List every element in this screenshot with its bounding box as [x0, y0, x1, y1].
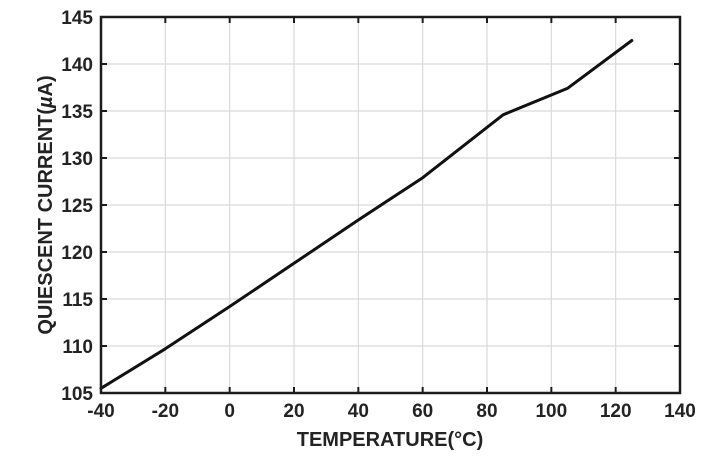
x-tick-label: 60 [412, 401, 433, 422]
x-tick-label: 0 [224, 401, 235, 422]
y-tick-label: 145 [61, 8, 93, 29]
x-axis-tick-labels: -40 -20 0 20 40 60 80 100 120 140 [87, 401, 696, 422]
x-tick-label: 140 [664, 401, 696, 422]
x-tick-label: -20 [152, 401, 179, 422]
x-tick-label: -40 [87, 401, 114, 422]
y-tick-label: 125 [61, 196, 93, 217]
x-tick-label: 20 [283, 401, 304, 422]
x-tick-label: 100 [535, 401, 567, 422]
x-tick-label: 120 [600, 401, 632, 422]
y-tick-label: 110 [62, 337, 93, 358]
y-tick-label: 120 [61, 243, 93, 264]
gridlines [101, 17, 680, 393]
y-axis-tick-labels: 105 110 115 120 125 130 135 140 145 [61, 8, 93, 405]
x-axis-title: TEMPERATURE(°C) [297, 429, 484, 451]
x-tick-label: 80 [476, 401, 497, 422]
y-axis-title: QUIESCENT CURRENT(µA) [35, 75, 57, 334]
y-tick-label: 135 [61, 102, 93, 123]
y-tick-label: 115 [62, 290, 93, 311]
axis-tick-marks [100, 16, 681, 394]
y-axis-title-suffix: A) [35, 75, 57, 96]
y-tick-label: 105 [61, 384, 93, 405]
y-axis-title-prefix: QUIESCENT CURRENT( [35, 108, 57, 335]
x-tick-label: 40 [348, 401, 369, 422]
y-tick-label: 140 [61, 55, 93, 76]
data-line-quiescent-current [99, 39, 634, 390]
micro-symbol: µ [35, 96, 57, 109]
y-tick-label: 130 [61, 149, 93, 170]
